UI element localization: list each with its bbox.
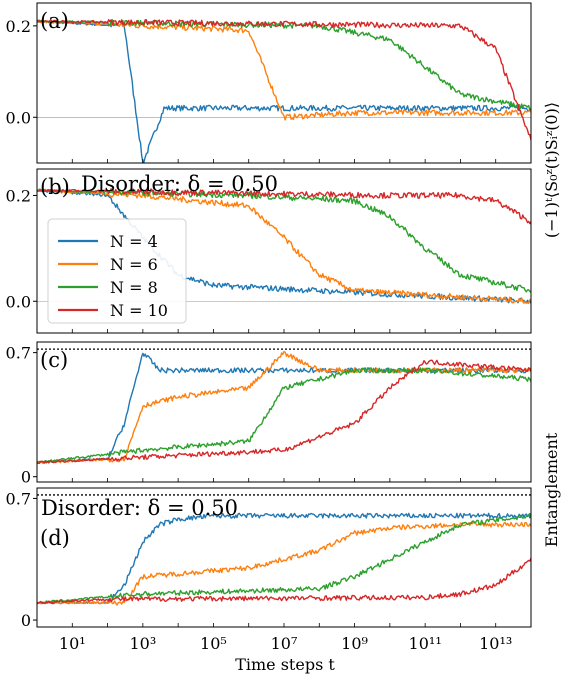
x-tick-label: 10¹ bbox=[59, 634, 86, 653]
y-tick-label: 0.7 bbox=[6, 489, 31, 508]
legend-box bbox=[47, 218, 187, 324]
y-tick-label: 0.0 bbox=[6, 108, 31, 127]
x-tick-label: 10⁷ bbox=[271, 634, 298, 653]
entanglement-ylabel: Entanglement bbox=[542, 432, 561, 547]
legend-label: N = 8 bbox=[110, 278, 158, 297]
series-line-n4 bbox=[37, 512, 531, 605]
legend-label: N = 10 bbox=[110, 301, 168, 320]
series-line-n6 bbox=[37, 20, 531, 121]
y-tick-label: 0.7 bbox=[6, 344, 31, 363]
y-tick-label: 0.2 bbox=[6, 186, 31, 205]
series-line-n8 bbox=[37, 19, 531, 111]
x-tick-label: 10⁵ bbox=[200, 634, 227, 653]
correlation-ylabel: (−1)ᵗ⟨S₀ᶻ(t)Sᵢᶻ(0)⟩ bbox=[542, 102, 561, 238]
series-group bbox=[37, 512, 531, 606]
series-line-n6 bbox=[37, 188, 531, 304]
legend-label: N = 6 bbox=[110, 255, 158, 274]
series-line-n6 bbox=[37, 521, 531, 606]
panel-label: (c) bbox=[40, 348, 68, 372]
panel-label: (b) bbox=[40, 175, 70, 199]
disorder-annotation: Disorder: δ = 0.50 bbox=[81, 172, 278, 196]
panel-b: 0.00.2 (b) Disorder: δ = 0.50N = 4N = 6N =… bbox=[6, 168, 532, 334]
y-tick-label: 0.2 bbox=[6, 17, 31, 36]
y-tick-label: 0 bbox=[21, 611, 31, 630]
series-line-n8 bbox=[37, 512, 531, 604]
legend: N = 4 N = 6 N = 8 N = 10 bbox=[47, 218, 187, 324]
panel-a: 0.0 0.2 (a) bbox=[6, 2, 532, 164]
series-line-n8 bbox=[37, 367, 531, 464]
legend-label: N = 4 bbox=[110, 232, 158, 251]
series-group bbox=[37, 350, 531, 464]
x-tick-label: 10⁹ bbox=[341, 634, 368, 653]
panel-label: (a) bbox=[40, 9, 69, 33]
series-line-n10 bbox=[37, 557, 531, 604]
x-tick-label: 10³ bbox=[129, 634, 156, 653]
disorder-annotation: Disorder: δ = 0.50 bbox=[41, 496, 238, 520]
y-tick-label: 0 bbox=[21, 468, 31, 487]
y-tick-label: 0.0 bbox=[6, 292, 31, 311]
panel-label: (d) bbox=[40, 526, 70, 550]
series-line-n10 bbox=[37, 19, 531, 141]
x-tick-label: 10¹¹ bbox=[409, 634, 442, 653]
x-axis-label: Time steps t bbox=[235, 655, 335, 674]
series-group bbox=[37, 19, 531, 163]
series-group bbox=[37, 188, 531, 304]
x-tick-label: 10¹³ bbox=[479, 634, 512, 653]
panel-d: 0 0.7 10¹ 10³ 10⁵ 10⁷ 10⁹ 10¹¹ 10¹³ (d) Disorder: … bbox=[6, 487, 532, 653]
series-line-n10 bbox=[37, 359, 531, 464]
panel-c: 0 0.7 (c) bbox=[6, 341, 532, 487]
series-line-n10 bbox=[37, 188, 531, 225]
